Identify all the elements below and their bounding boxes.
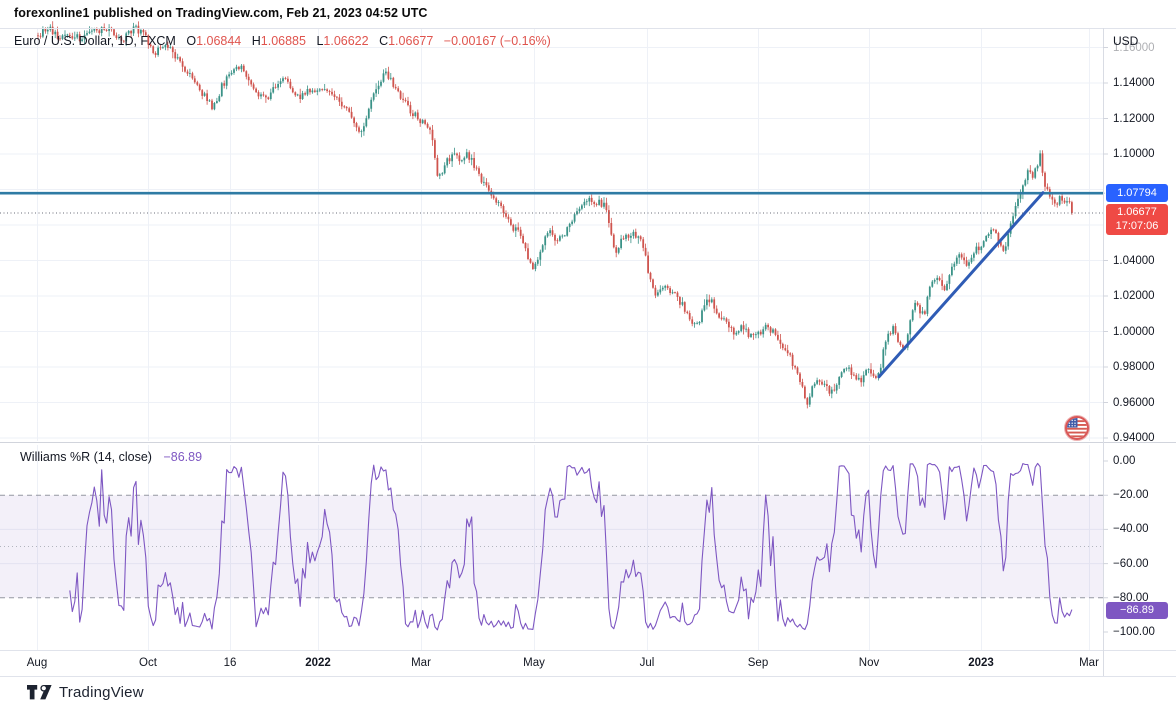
pane-borders <box>0 28 1176 677</box>
price-tick: 0.98000 <box>1113 361 1155 373</box>
time-tick: Aug <box>26 657 48 669</box>
time-tick: 2022 <box>305 657 331 669</box>
price-tick: 1.02000 <box>1113 290 1155 302</box>
high-letter: H <box>251 34 261 48</box>
indicator-tick: −80.00 <box>1113 591 1149 604</box>
last-price-label: 1.06677 17:07:06 <box>1106 203 1168 235</box>
price-tick: 1.16000 <box>1113 41 1155 54</box>
publish-bar: forexonline1 published on TradingView.co… <box>14 6 428 20</box>
price-tick: 1.10000 <box>1113 148 1155 160</box>
candles-layer <box>37 21 1073 409</box>
trend-line-drawing[interactable] <box>877 191 1045 379</box>
bar-countdown: 17:07:06 <box>1115 219 1159 232</box>
axis-tick-marks <box>1103 47 1108 633</box>
open-letter: O <box>186 34 197 48</box>
price-tick: 0.94000 <box>1113 432 1155 444</box>
price-tick: 1.12000 <box>1113 112 1155 125</box>
tradingview-wordmark: TradingView <box>59 684 144 701</box>
time-tick: Mar <box>1079 657 1099 669</box>
tradingview-mark-icon <box>27 685 52 700</box>
time-tick: May <box>523 657 545 669</box>
indicator-name: Williams %R (14, close) <box>20 450 152 464</box>
high-value: 1.06885 <box>260 34 306 48</box>
indicator-tick: −40.00 <box>1113 523 1149 536</box>
time-tick: 16 <box>223 657 237 669</box>
price-tick: 1.04000 <box>1113 254 1155 267</box>
price-tick: 1.00000 <box>1113 325 1155 338</box>
indicator-tick: −60.00 <box>1113 557 1149 570</box>
time-tick: Jul <box>639 657 655 669</box>
williams-band <box>0 494 1103 599</box>
symbol-title: Euro / U.S. Dollar, 1D, FXCM <box>14 34 176 48</box>
low-letter: L <box>316 34 324 48</box>
horizontal-line-price-label: 1.07794 <box>1106 184 1168 203</box>
time-tick: Oct <box>139 657 157 669</box>
indicator-tick: −20.00 <box>1113 489 1149 502</box>
time-tick: Sep <box>747 657 769 669</box>
price-axis-currency: USD <box>1113 34 1139 48</box>
close-letter: C <box>379 34 389 48</box>
price-tick: 0.96000 <box>1113 396 1155 409</box>
time-tick: Mar <box>411 657 431 669</box>
low-value: 1.06622 <box>323 34 369 48</box>
indicator-value: −86.89 <box>163 450 203 464</box>
close-value: 1.06677 <box>388 34 434 48</box>
open-value: 1.06844 <box>196 34 242 48</box>
price-tick: 1.14000 <box>1113 77 1155 89</box>
indicator-legend[interactable]: Williams %R (14, close) −86.89 <box>20 450 202 464</box>
indicator-tick: 0.00 <box>1113 455 1136 467</box>
last-price-value: 1.06677 <box>1117 205 1157 218</box>
williams-line[interactable] <box>69 462 1073 631</box>
time-tick: Nov <box>858 657 880 669</box>
indicator-tick: −100.00 <box>1113 626 1155 638</box>
williams-value-label: −86.89 <box>1106 601 1168 619</box>
symbol-legend: Euro / U.S. Dollar, 1D, FXCM O1.06844 H1… <box>14 34 551 48</box>
us-flag-icon <box>1064 415 1090 441</box>
change-value: −0.00167 (−0.16%) <box>443 34 551 48</box>
time-tick: 2023 <box>968 657 994 669</box>
tradingview-logo[interactable]: TradingView <box>27 684 144 701</box>
